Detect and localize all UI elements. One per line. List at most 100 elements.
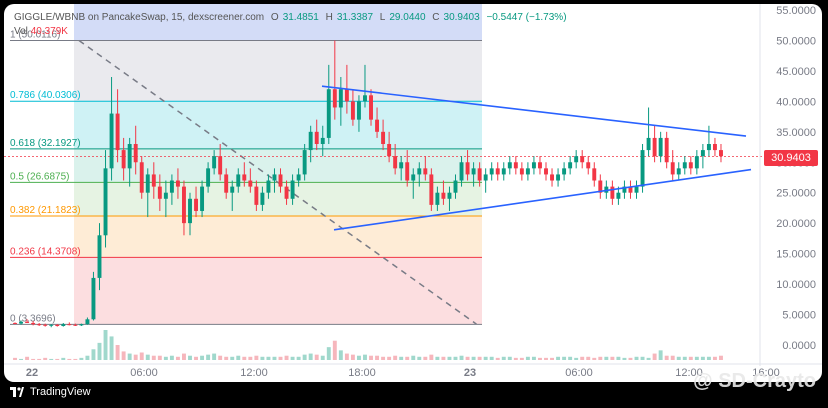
symbol-label: GIGGLE/WBNB on PancakeSwap, 15, dexscree… [14,12,265,23]
volume-bar [218,355,223,360]
price-chart-svg[interactable]: 1 (50.0116) 0.786 (40.0306) 0.618 (32.1927… [4,4,822,382]
volume-bar [61,357,66,360]
watermark: @ SD-Crayto [693,370,816,392]
candle-body [519,168,524,175]
chart-panel[interactable]: 1 (50.0116) 0.786 (40.0306) 0.618 (32.1927… [4,4,822,382]
volume-bar [254,355,259,360]
candle-body [477,168,482,181]
volume-bar [363,354,367,360]
volume-bar [634,356,639,360]
volume-bar [538,357,542,360]
candle-body [230,186,235,193]
candle-body [441,192,446,199]
high-label: H [325,12,333,23]
volume-bar [435,356,440,360]
fib-zone-1 [74,101,482,149]
volume-bar [278,356,283,360]
volume-bar [405,356,410,360]
volume-bar [163,356,168,360]
lower-trendline [333,168,752,231]
fib-zone-0 [74,40,482,102]
candle-body [338,89,343,108]
volume-bar [79,357,84,360]
candle-body [266,180,271,193]
candle-body [254,186,259,205]
volume-bar [586,356,591,360]
volume-bar [296,356,301,360]
fib-zone-top [74,4,482,41]
candle-body [556,174,561,181]
volume-bar [145,354,150,360]
x-tick-label: 06:00 [130,367,158,379]
tradingview-footer[interactable]: TradingView [10,386,91,398]
candle-body [278,174,283,187]
vol-value: 40.379K [30,26,68,37]
y-tick-label: 50.0000 [776,36,816,48]
volume-bar [224,356,229,360]
volume-bar [284,355,289,360]
volume-bar [212,353,217,360]
candle-body [447,192,452,199]
volume-bar [260,356,265,360]
volume-bar [308,353,313,360]
volume-bar [495,357,500,360]
candle-body [133,144,138,163]
close-value: 30.9403 [443,12,480,23]
candle-body [314,131,319,144]
volume-bar [652,353,657,360]
candle-body [706,144,711,151]
volume-bar [151,355,156,360]
candle-body [495,168,500,175]
candle-body [538,162,542,169]
volume-bar [598,356,603,360]
candle-body [194,198,198,211]
volume-bar [622,357,627,360]
volume-bar [562,356,567,360]
volume-bar [19,358,24,360]
volume-bar [441,356,446,360]
candle-body [580,156,585,163]
open-value: 31.4851 [282,12,319,23]
volume-bar [610,356,615,360]
volume-bar [640,356,645,360]
candle-body [43,324,48,326]
y-tick-label: 35.0000 [776,127,816,139]
candle-body [332,89,337,108]
candle-body [67,324,72,326]
candle-body [423,168,428,175]
y-tick-label: 5.0000 [782,309,816,321]
candle-body [465,162,470,175]
volume-bar [459,355,464,360]
volume-bar [31,358,36,360]
volume-bar [489,356,494,360]
candle-body [224,174,229,193]
candle-body [115,113,120,151]
volume-bar [550,357,554,360]
x-tick-label: 18:00 [348,367,376,379]
volume-bar [103,330,108,360]
volume-bar [344,353,349,360]
candle-body [103,168,108,236]
volume-bar [513,357,518,360]
volume-bar [121,351,126,360]
volume-bar [447,356,452,360]
candle-body [375,119,380,132]
volume-bar [194,356,198,360]
volume-bar [483,356,488,360]
volume-bar [49,358,54,360]
candle-body [97,235,102,278]
volume-bar [248,356,253,360]
volume-bar [604,356,609,360]
candle-body [248,180,253,187]
candle-body [719,150,723,157]
candle-body [25,321,30,323]
volume-bar [556,356,561,360]
volume-bar [314,354,319,360]
tradingview-logo-icon [10,387,24,397]
x-tick-label: 12:00 [675,367,703,379]
open-label: O [270,12,279,23]
volume-bar [525,356,530,360]
y-tick-label: 40.0000 [776,96,816,108]
y-tick-label: 15.0000 [776,249,816,261]
x-tick-label: 22 [26,367,38,379]
